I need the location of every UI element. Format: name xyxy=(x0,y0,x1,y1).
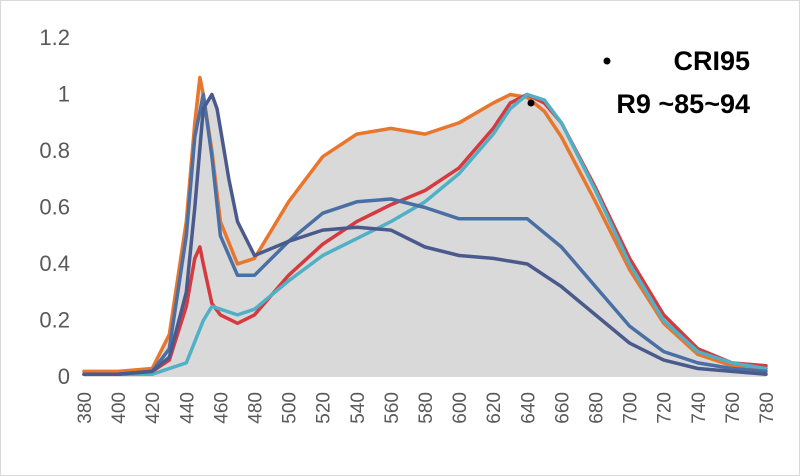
x-tick-label: 760 xyxy=(723,392,744,424)
x-tick-label: 420 xyxy=(143,392,164,424)
x-tick-label: 780 xyxy=(757,392,778,424)
bullet-dot xyxy=(603,57,611,65)
x-tick-label: 680 xyxy=(587,392,608,424)
x-tick-label: 700 xyxy=(621,392,642,424)
x-tick-label: 380 xyxy=(75,392,96,424)
x-tick-label: 640 xyxy=(518,392,539,424)
y-tick-label: 0 xyxy=(58,364,70,389)
x-tick-label: 560 xyxy=(382,392,403,424)
y-tick-label: 0.4 xyxy=(39,251,70,276)
y-tick-label: 1.2 xyxy=(39,25,70,50)
series-line-3 xyxy=(82,92,768,376)
y-tick-label: 0.6 xyxy=(39,195,70,220)
bullet-dot xyxy=(527,99,535,107)
area-fill xyxy=(84,77,766,377)
series-line-5 xyxy=(82,92,768,376)
series-line-4 xyxy=(82,92,768,376)
x-tick-label: 520 xyxy=(314,392,335,424)
x-tick-label: 500 xyxy=(280,392,301,424)
annotation-cri: CRI95 xyxy=(673,46,750,76)
x-tick-label: 600 xyxy=(450,392,471,424)
annotation-r9: R9 ~85~94 xyxy=(616,89,750,119)
x-tick-label: 720 xyxy=(655,392,676,424)
y-tick-label: 0.8 xyxy=(39,138,70,163)
x-tick-label: 580 xyxy=(416,392,437,424)
x-tick-label: 440 xyxy=(177,392,198,424)
y-tick-label: 0.2 xyxy=(39,308,70,333)
x-tick-label: 620 xyxy=(484,392,505,424)
x-tick-label: 540 xyxy=(348,392,369,424)
x-tick-label: 740 xyxy=(689,392,710,424)
x-tick-label: 480 xyxy=(246,392,267,424)
x-tick-label: 460 xyxy=(211,392,232,424)
x-tick-label: 660 xyxy=(552,392,573,424)
x-tick-label: 400 xyxy=(109,392,130,424)
y-tick-label: 1 xyxy=(58,82,70,107)
